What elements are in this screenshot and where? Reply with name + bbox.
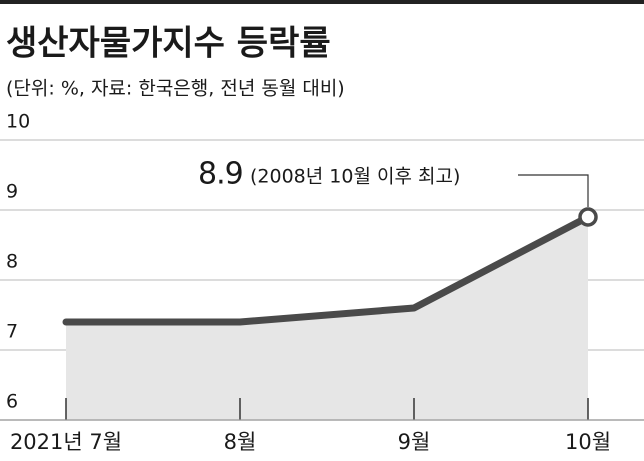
line bbox=[62, 213, 592, 326]
y-tick-label: 7 bbox=[6, 321, 18, 343]
x-tick-label: 9월 bbox=[398, 430, 431, 454]
annotation: (2008년 10월 이후 최고) bbox=[250, 166, 460, 188]
annotation-leader bbox=[518, 174, 589, 207]
chart-title: 생산자물가지수 등락률 bbox=[6, 24, 331, 64]
data-label: 8.9 bbox=[198, 157, 243, 192]
x-tick-label: 10월 bbox=[565, 430, 611, 454]
y-tick-label: 9 bbox=[6, 181, 18, 203]
y-tick-label: 8 bbox=[6, 251, 18, 273]
y-tick-label: 10 bbox=[6, 111, 30, 133]
marker bbox=[578, 207, 598, 227]
top-rule bbox=[0, 0, 644, 4]
x-tick-label: 8월 bbox=[224, 430, 257, 454]
chart-subtitle: (단위: %, 자료: 한국은행, 전년 동월 대비) bbox=[6, 78, 345, 100]
x-tick-label: 2021년 7월 bbox=[10, 430, 122, 454]
y-tick-label: 6 bbox=[6, 391, 18, 413]
